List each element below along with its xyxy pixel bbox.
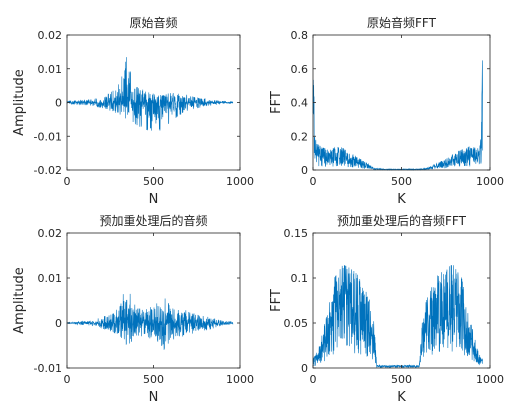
- y-axis-label: Amplitude: [12, 69, 27, 136]
- x-tick-label: 0: [310, 373, 317, 386]
- y-tick-label: 0.02: [38, 29, 63, 42]
- y-tick-label: 0.05: [284, 317, 309, 330]
- x-tick-label: 0: [64, 373, 71, 386]
- y-tick-label: -0.02: [34, 164, 62, 177]
- x-axis-label: N: [149, 192, 159, 207]
- subplot-1: 0 500 1000 -0.02 -0.01 0 0.01 0.02 原始音频 N Amplitud…: [12, 15, 254, 207]
- series-line: [66, 57, 234, 131]
- series-line: [312, 265, 484, 369]
- y-tick-label: 0.1: [291, 272, 309, 285]
- y-tick-label: -0.01: [34, 362, 62, 375]
- y-tick-label: 0.8: [291, 29, 309, 42]
- y-tick-label: -0.01: [34, 130, 62, 143]
- chart-title: 原始音频FFT: [367, 15, 437, 30]
- x-tick-label: 500: [391, 175, 412, 188]
- y-tick-label: 0.02: [38, 227, 63, 240]
- y-tick-label: 0.15: [284, 227, 309, 240]
- y-axis-label: FFT: [269, 289, 284, 312]
- x-tick-label: 1000: [476, 175, 504, 188]
- y-tick-label: 0.4: [291, 97, 309, 110]
- y-axis-label: FFT: [269, 91, 284, 114]
- y-tick-label: 0.01: [38, 272, 63, 285]
- axes-box: [66, 232, 241, 369]
- y-tick-label: 0: [55, 97, 62, 110]
- chart-title: 预加重处理后的音频: [99, 213, 207, 228]
- x-tick-label: 1000: [476, 373, 504, 386]
- subplot-2: 0 500 1000 0 0.2 0.4 0.6 0.8 原始音频FFT K FFT: [269, 15, 504, 207]
- x-tick-label: 1000: [226, 175, 254, 188]
- series-line: [66, 293, 234, 350]
- x-tick-label: 500: [391, 373, 412, 386]
- x-axis-label: N: [149, 390, 159, 405]
- x-axis-label: K: [397, 390, 406, 405]
- axes-box: [312, 34, 491, 171]
- x-axis-label: K: [397, 192, 406, 207]
- chart-title: 原始音频: [129, 15, 177, 30]
- subplot-4: 0 500 1000 0 0.05 0.1 0.15 预加重处理后的音频FFT K FFT: [269, 213, 504, 405]
- y-tick-label: 0.2: [291, 130, 309, 143]
- series-line: [312, 60, 484, 171]
- y-tick-label: 0.6: [291, 63, 309, 76]
- chart-title: 预加重处理后的音频FFT: [337, 213, 467, 228]
- y-tick-label: 0: [301, 164, 308, 177]
- y-tick-label: 0: [55, 317, 62, 330]
- x-tick-label: 1000: [226, 373, 254, 386]
- x-tick-label: 500: [143, 175, 164, 188]
- subplot-3: 0 500 1000-0.0100.010.02预加重处理后的音频NAmplitud…: [12, 213, 254, 405]
- y-axis-label: Amplitude: [12, 267, 27, 334]
- y-tick-label: 0.01: [38, 63, 63, 76]
- x-tick-label: 500: [143, 373, 164, 386]
- y-tick-label: 0: [301, 362, 308, 375]
- x-tick-label: 0: [310, 175, 317, 188]
- x-tick-label: 0: [64, 175, 71, 188]
